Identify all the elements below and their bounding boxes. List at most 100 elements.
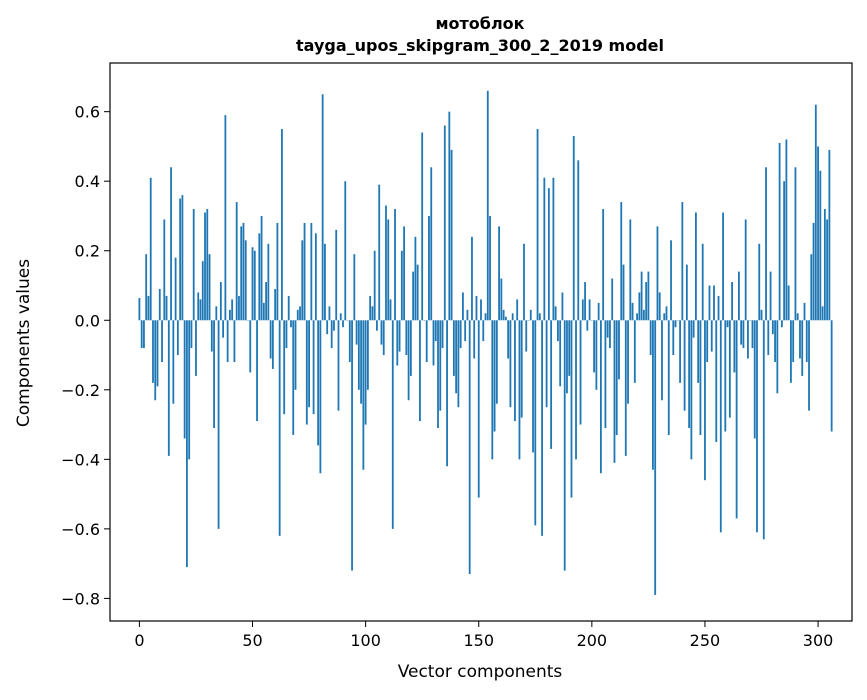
bar-227 bbox=[652, 320, 654, 470]
bar-226 bbox=[650, 320, 652, 355]
bar-123 bbox=[417, 265, 419, 321]
bar-63 bbox=[281, 129, 283, 320]
bar-35 bbox=[218, 320, 220, 529]
bar-120 bbox=[410, 320, 412, 376]
bar-72 bbox=[301, 240, 303, 320]
bar-117 bbox=[403, 226, 405, 320]
bar-59 bbox=[272, 320, 274, 369]
bar-137 bbox=[448, 112, 450, 321]
bar-145 bbox=[467, 310, 469, 320]
bar-79 bbox=[317, 320, 319, 445]
bar-214 bbox=[623, 265, 625, 321]
bar-67 bbox=[290, 320, 292, 327]
bar-159 bbox=[498, 226, 500, 320]
bar-28 bbox=[202, 261, 204, 320]
bar-81 bbox=[322, 94, 324, 320]
bar-85 bbox=[331, 320, 333, 348]
bar-29 bbox=[204, 213, 206, 321]
bar-260 bbox=[727, 320, 729, 327]
bar-96 bbox=[356, 320, 358, 344]
bar-211 bbox=[616, 320, 618, 435]
bar-62 bbox=[279, 320, 281, 536]
bar-210 bbox=[614, 320, 616, 463]
bar-97 bbox=[358, 320, 360, 390]
bar-142 bbox=[460, 320, 462, 348]
bar-150 bbox=[478, 320, 480, 497]
bar-212 bbox=[618, 320, 620, 379]
bar-171 bbox=[525, 320, 527, 351]
bar-220 bbox=[636, 313, 638, 320]
bar-297 bbox=[810, 254, 812, 320]
bar-234 bbox=[668, 320, 670, 435]
bar-17 bbox=[177, 320, 179, 355]
bar-90 bbox=[342, 320, 344, 327]
bar-281 bbox=[774, 320, 776, 362]
bar-191 bbox=[571, 320, 573, 497]
bar-280 bbox=[772, 320, 774, 334]
y-tick-label: −0.2 bbox=[61, 381, 100, 400]
bar-164 bbox=[510, 320, 512, 407]
bar-10 bbox=[161, 320, 163, 362]
bar-8 bbox=[157, 320, 159, 386]
bar-197 bbox=[584, 282, 586, 320]
bar-16 bbox=[175, 258, 177, 321]
bar-199 bbox=[589, 299, 591, 320]
bar-249 bbox=[702, 244, 704, 320]
bar-259 bbox=[724, 320, 726, 431]
bar-101 bbox=[367, 320, 369, 390]
x-tick-label: 0 bbox=[134, 631, 144, 650]
bar-269 bbox=[747, 320, 749, 358]
bar-38 bbox=[224, 115, 226, 320]
bar-206 bbox=[605, 320, 607, 428]
bar-268 bbox=[745, 219, 747, 320]
bar-187 bbox=[562, 292, 564, 320]
bar-272 bbox=[754, 320, 756, 438]
bar-292 bbox=[799, 320, 801, 358]
bar-32 bbox=[211, 320, 213, 351]
bar-181 bbox=[548, 188, 550, 320]
bar-207 bbox=[607, 320, 609, 337]
bar-279 bbox=[770, 272, 772, 321]
bar-124 bbox=[419, 320, 421, 421]
bar-115 bbox=[399, 320, 401, 351]
bar-231 bbox=[661, 320, 663, 400]
bar-190 bbox=[568, 320, 570, 376]
bar-27 bbox=[200, 299, 202, 320]
bar-189 bbox=[566, 320, 568, 393]
bar-244 bbox=[690, 320, 692, 459]
bar-300 bbox=[817, 146, 819, 320]
y-tick-label: −0.8 bbox=[61, 589, 100, 608]
bar-5 bbox=[150, 178, 152, 321]
bar-299 bbox=[815, 105, 817, 321]
bar-58 bbox=[270, 320, 272, 358]
y-tick-label: 0.2 bbox=[75, 242, 100, 261]
bar-94 bbox=[351, 320, 353, 570]
bar-114 bbox=[396, 320, 398, 365]
bar-303 bbox=[824, 209, 826, 320]
bar-9 bbox=[159, 289, 161, 320]
bar-75 bbox=[308, 320, 310, 407]
bar-306 bbox=[831, 320, 833, 431]
bar-57 bbox=[267, 244, 269, 320]
bar-290 bbox=[795, 167, 797, 320]
bar-105 bbox=[376, 320, 378, 330]
bar-261 bbox=[729, 320, 731, 417]
bar-266 bbox=[740, 320, 742, 344]
y-tick-label: 0.6 bbox=[75, 103, 100, 122]
bar-264 bbox=[736, 320, 738, 518]
bar-215 bbox=[625, 320, 627, 456]
bar-136 bbox=[446, 320, 448, 466]
bar-232 bbox=[663, 313, 665, 320]
bar-102 bbox=[369, 296, 371, 320]
bar-148 bbox=[473, 320, 475, 358]
bar-73 bbox=[304, 223, 306, 320]
bar-74 bbox=[306, 320, 308, 424]
bar-223 bbox=[643, 310, 645, 320]
bar-182 bbox=[550, 320, 552, 449]
bar-134 bbox=[442, 320, 444, 348]
bar-20 bbox=[184, 320, 186, 438]
bar-26 bbox=[197, 292, 199, 320]
bar-186 bbox=[559, 320, 561, 386]
bar-204 bbox=[600, 320, 602, 473]
bar-125 bbox=[421, 133, 423, 321]
